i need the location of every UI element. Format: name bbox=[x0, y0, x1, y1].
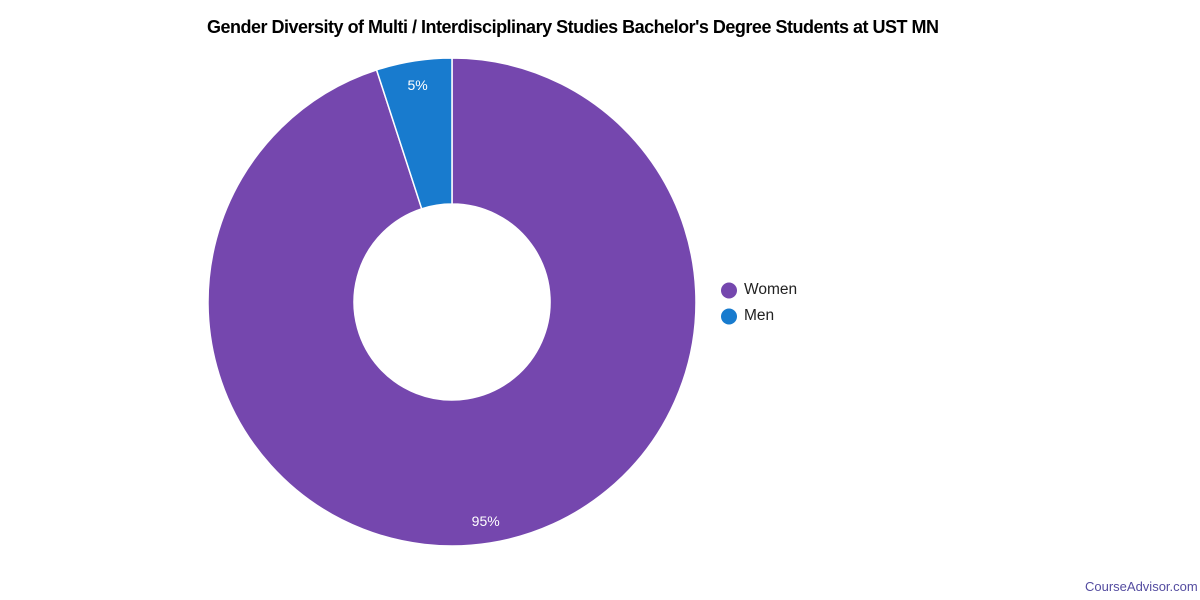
svg-text:95%: 95% bbox=[472, 513, 500, 529]
svg-text:5%: 5% bbox=[407, 77, 427, 93]
